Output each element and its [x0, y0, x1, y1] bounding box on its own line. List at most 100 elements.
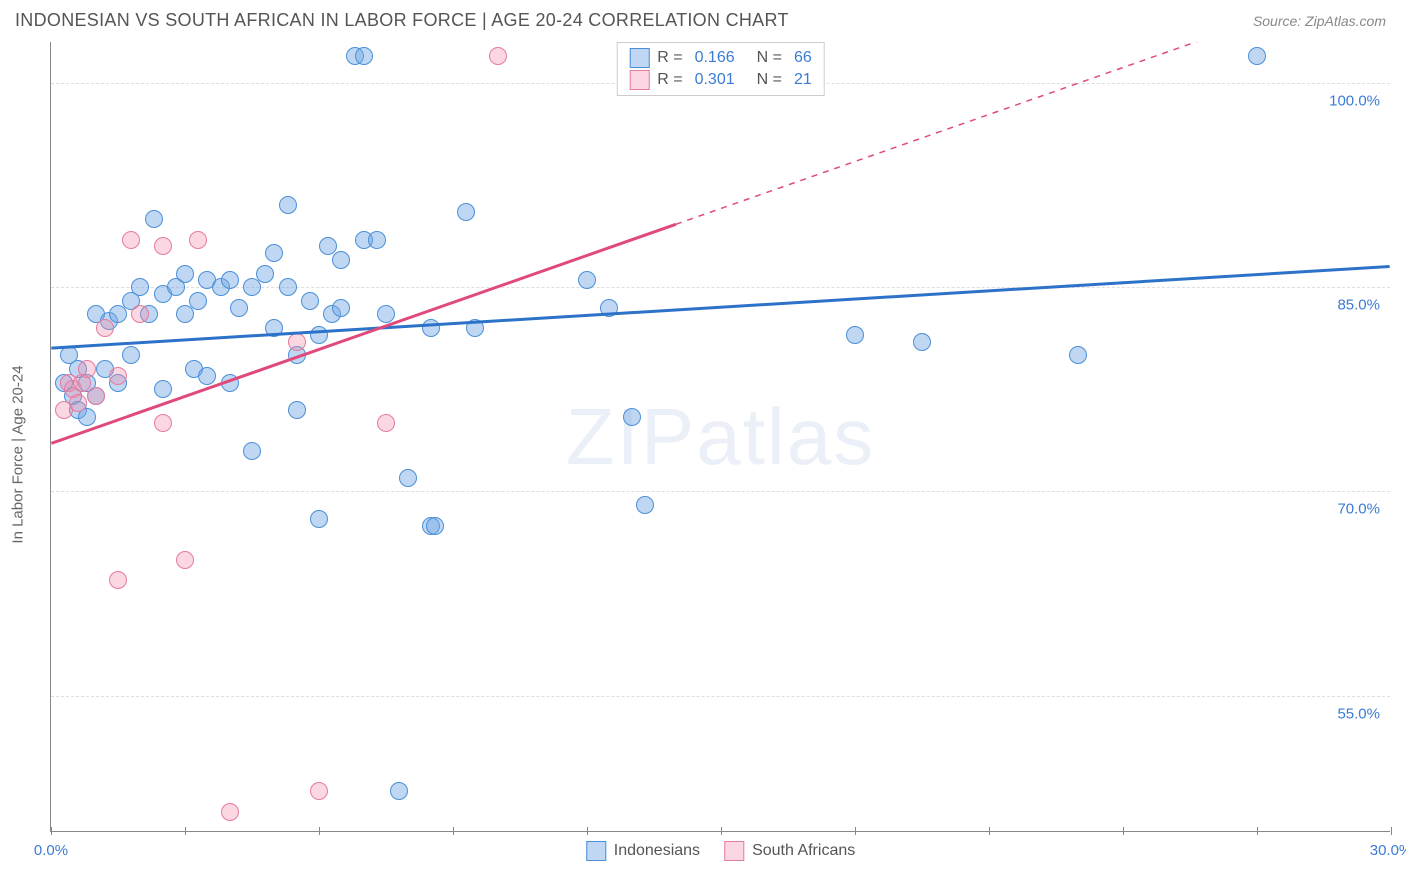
x-tick-label: 30.0% — [1370, 842, 1406, 859]
n-value: 66 — [794, 49, 812, 67]
data-point — [623, 408, 641, 426]
data-point — [310, 326, 328, 344]
gridline — [51, 696, 1390, 697]
legend-swatch — [724, 841, 744, 861]
data-point — [265, 319, 283, 337]
data-point — [221, 374, 239, 392]
data-point — [368, 231, 386, 249]
r-label: R = — [657, 71, 682, 89]
y-tick-label: 70.0% — [1337, 501, 1380, 518]
x-tick — [319, 827, 320, 835]
data-point — [355, 47, 373, 65]
data-point — [256, 265, 274, 283]
data-point — [332, 299, 350, 317]
data-point — [230, 299, 248, 317]
data-point — [154, 380, 172, 398]
legend-swatch — [629, 48, 649, 68]
data-point — [377, 414, 395, 432]
r-label: R = — [657, 49, 682, 67]
data-point — [1248, 47, 1266, 65]
scatter-chart: ZIPatlas R =0.166N =66R =0.301N =21 Indo… — [50, 42, 1390, 832]
data-point — [78, 360, 96, 378]
gridline — [51, 491, 1390, 492]
data-point — [109, 571, 127, 589]
y-tick-label: 100.0% — [1329, 92, 1380, 109]
source-attribution: Source: ZipAtlas.com — [1253, 13, 1386, 29]
data-point — [243, 278, 261, 296]
data-point — [422, 319, 440, 337]
legend-label: South Africans — [752, 842, 855, 860]
data-point — [399, 469, 417, 487]
data-point — [243, 442, 261, 460]
correlation-legend: R = 0.166 N = 66 R = 0.301 N = 21 — [616, 42, 825, 96]
data-point — [377, 305, 395, 323]
data-point — [145, 210, 163, 228]
legend-row: R = 0.301 N = 21 — [629, 69, 812, 91]
data-point — [96, 319, 114, 337]
x-tick — [721, 827, 722, 835]
data-point — [332, 251, 350, 269]
trend-lines — [51, 42, 1390, 831]
legend-swatch — [629, 70, 649, 90]
data-point — [198, 367, 216, 385]
legend-item: South Africans — [724, 841, 855, 861]
data-point — [426, 517, 444, 535]
data-point — [176, 305, 194, 323]
data-point — [466, 319, 484, 337]
data-point — [87, 387, 105, 405]
data-point — [578, 271, 596, 289]
x-tick — [855, 827, 856, 835]
chart-title: INDONESIAN VS SOUTH AFRICAN IN LABOR FOR… — [15, 10, 789, 31]
legend-item: Indonesians — [586, 841, 700, 861]
y-tick-label: 85.0% — [1337, 297, 1380, 314]
data-point — [288, 333, 306, 351]
r-value: 0.166 — [695, 49, 735, 67]
n-label: N = — [757, 49, 782, 67]
data-point — [122, 346, 140, 364]
y-tick-label: 55.0% — [1337, 705, 1380, 722]
x-tick — [185, 827, 186, 835]
legend-row: R = 0.166 N = 66 — [629, 47, 812, 69]
n-value: 21 — [794, 71, 812, 89]
legend-swatch — [586, 841, 606, 861]
x-tick — [1123, 827, 1124, 835]
data-point — [109, 367, 127, 385]
data-point — [221, 803, 239, 821]
x-tick — [1391, 827, 1392, 835]
data-point — [288, 401, 306, 419]
data-point — [131, 305, 149, 323]
data-point — [279, 278, 297, 296]
data-point — [221, 271, 239, 289]
x-tick-label: 0.0% — [34, 842, 68, 859]
data-point — [913, 333, 931, 351]
x-tick — [587, 827, 588, 835]
n-label: N = — [757, 71, 782, 89]
data-point — [176, 265, 194, 283]
r-value: 0.301 — [695, 71, 735, 89]
legend-label: Indonesians — [614, 842, 700, 860]
data-point — [122, 231, 140, 249]
data-point — [176, 551, 194, 569]
data-point — [109, 305, 127, 323]
data-point — [390, 782, 408, 800]
data-point — [636, 496, 654, 514]
data-point — [189, 231, 207, 249]
data-point — [310, 782, 328, 800]
data-point — [310, 510, 328, 528]
series-legend: Indonesians South Africans — [586, 841, 855, 861]
watermark: ZIPatlas — [566, 391, 875, 483]
y-axis-title: In Labor Force | Age 20-24 — [10, 365, 27, 543]
data-point — [69, 394, 87, 412]
data-point — [154, 414, 172, 432]
data-point — [846, 326, 864, 344]
data-point — [265, 244, 283, 262]
data-point — [489, 47, 507, 65]
data-point — [154, 237, 172, 255]
data-point — [301, 292, 319, 310]
data-point — [600, 299, 618, 317]
data-point — [457, 203, 475, 221]
data-point — [1069, 346, 1087, 364]
x-tick — [989, 827, 990, 835]
data-point — [279, 196, 297, 214]
x-tick — [453, 827, 454, 835]
